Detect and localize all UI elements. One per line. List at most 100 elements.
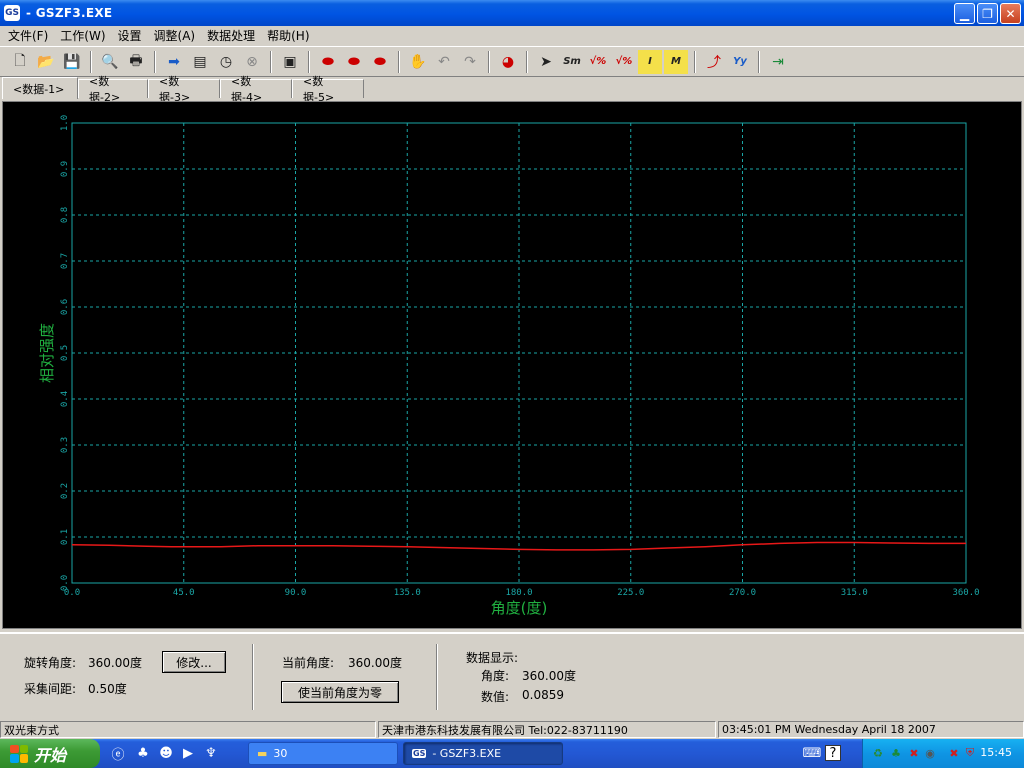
tab-data-1[interactable]: <数据-1>	[2, 77, 78, 99]
y-axis-title: 相对强度	[38, 323, 56, 383]
new-file-icon[interactable]: 🗋	[14, 52, 26, 69]
print-preview-icon[interactable]: 🔍	[101, 53, 119, 70]
title-bar[interactable]: GS - GSZF3.EXE ▁ ❐ ✕	[0, 0, 1024, 26]
current-angle-value: 360.00度	[348, 656, 402, 670]
x-axis-title: 角度(度)	[491, 599, 548, 617]
taskbar-app-button[interactable]: GS - GSZF3.EXE	[403, 742, 563, 765]
keyboard-icon[interactable]: ⌨	[802, 745, 822, 761]
pointer-icon[interactable]: ➤	[540, 53, 552, 70]
value-label: 数值:	[481, 690, 510, 704]
toolbar-separator	[488, 50, 490, 73]
tray-speaker-icon[interactable]: ◉	[925, 746, 935, 760]
y-tick-label: 0.1	[60, 529, 70, 545]
taskbar: 开始 ⓔ ♣ ☻ ▶ ♆ ▬ 30 GS - GSZF3.EXE ⌨ ? ♻ ♣…	[0, 739, 1024, 768]
yy-icon[interactable]: Yy	[733, 56, 747, 67]
rotate-right-icon[interactable]: ↷	[464, 53, 476, 70]
x-tick-label: 90.0	[285, 588, 307, 598]
menu-file[interactable]: 文件(F)	[8, 29, 49, 43]
start-button[interactable]: 开始	[0, 739, 100, 768]
x-tick-label: 270.0	[729, 588, 756, 598]
lamp-2-icon[interactable]: ⬬	[348, 53, 360, 70]
y-tick-label: 0.4	[60, 391, 70, 407]
x-tick-label: 180.0	[505, 588, 532, 598]
chart-panel[interactable]: 0.0 45.0 90.0 135.0 180.0 225.0 270.0 315.0 360.…	[2, 101, 1022, 629]
tab-data-2[interactable]: <数据-2>	[78, 75, 148, 104]
tray-shield-icon[interactable]: ⛨	[965, 746, 975, 759]
zero-angle-button[interactable]: 使当前角度为零	[281, 681, 399, 703]
open-folder-icon[interactable]: 📂	[37, 53, 55, 70]
clock-icon[interactable]: ◷	[219, 53, 233, 70]
tray-app-icon[interactable]: ♻	[873, 746, 883, 760]
system-tray: ♻ ♣ ✖ ◉ ✖ ⛨ 15:45	[862, 739, 1024, 768]
tab-data-4[interactable]: <数据-4>	[220, 75, 292, 104]
y-tick-label: 1.0	[60, 115, 70, 131]
close-button[interactable]: ✕	[1000, 3, 1021, 24]
sqrt-percent-icon[interactable]: √%	[589, 56, 607, 67]
help-icon[interactable]: ?	[825, 745, 841, 761]
app-shortcut-icon[interactable]: ♆	[205, 745, 217, 761]
menu-work[interactable]: 工作(W)	[60, 29, 106, 43]
toolbar-separator	[154, 50, 156, 73]
app-icon[interactable]: GS	[4, 5, 20, 21]
exit-door-icon[interactable]: ⇥	[772, 53, 784, 70]
arrow-right-icon[interactable]: ➡	[168, 53, 180, 70]
integral-icon[interactable]: I	[638, 49, 662, 74]
print-icon[interactable]: 🖶	[129, 52, 143, 69]
internet-explorer-icon[interactable]: ⓔ	[111, 747, 125, 763]
color-palette-icon[interactable]: ◕	[501, 53, 515, 70]
network-icon[interactable]: ♣	[137, 745, 149, 761]
windows-logo-icon	[10, 744, 28, 763]
rotation-angle-label: 旋转角度:	[24, 656, 77, 670]
toolbar-separator	[90, 50, 92, 73]
restore-button[interactable]: ❐	[977, 3, 998, 24]
curve-lc-icon[interactable]: ⤴	[707, 54, 721, 71]
status-mode: 双光束方式	[0, 721, 376, 738]
m-icon[interactable]: M	[664, 49, 688, 74]
folder-icon: ▬	[257, 747, 268, 760]
modify-button[interactable]: 修改...	[162, 651, 226, 673]
angle-label: 角度:	[481, 669, 510, 683]
toolbar: 🗋 📂 💾 🔍 🖶 ➡ ▤ ◷ ⊗ ▣ ⬬ ⬬ ⬬ ✋ ↶ ↷ ◕ ➤ Sm √…	[0, 46, 1024, 76]
menu-settings[interactable]: 设置	[117, 29, 142, 43]
document-icon[interactable]: ▤	[193, 53, 207, 70]
menu-help[interactable]: 帮助(H)	[267, 29, 310, 43]
start-label: 开始	[34, 745, 67, 765]
y-tick-label: 0.8	[60, 207, 70, 223]
toolbar-separator	[526, 50, 528, 73]
lamp-3-icon[interactable]: ⬬	[374, 53, 386, 70]
intensity-chart[interactable]: 0.0 45.0 90.0 135.0 180.0 225.0 270.0 315.0 360.…	[3, 102, 1021, 628]
panel-divider	[252, 644, 254, 710]
media-player-icon[interactable]: ▶	[183, 745, 193, 761]
sqrt-percent-alt-icon[interactable]: √%	[615, 56, 633, 67]
lamp-1-icon[interactable]: ⬬	[322, 53, 334, 70]
taskbar-folder-label: 30	[273, 747, 288, 760]
taskbar-clock: 15:45	[980, 746, 1012, 759]
current-angle-label: 当前角度:	[282, 656, 335, 670]
menu-data-processing[interactable]: 数据处理	[207, 29, 256, 43]
x-tick-label: 360.0	[952, 588, 979, 598]
y-tick-label: 0.2	[60, 483, 70, 499]
sampling-interval-label: 采集间距:	[24, 682, 77, 696]
minimize-button[interactable]: ▁	[954, 3, 975, 24]
tray-disconnected-icon[interactable]: ✖	[909, 746, 919, 760]
tray-network-icon[interactable]: ♣	[891, 746, 901, 760]
tray-security-icon[interactable]: ✖	[949, 746, 959, 760]
app-task-icon: GS	[412, 749, 427, 758]
tab-data-5[interactable]: <数据-5>	[292, 75, 364, 104]
menu-adjust[interactable]: 调整(A)	[153, 29, 196, 43]
y-tick-label: 0.5	[60, 345, 70, 361]
x-tick-label: 45.0	[173, 588, 195, 598]
sampling-interval-value: 0.50度	[88, 682, 127, 696]
x-tick-label: 225.0	[617, 588, 644, 598]
taskbar-folder-button[interactable]: ▬ 30	[248, 742, 398, 765]
game-icon[interactable]: ☻	[159, 745, 173, 761]
chart-view-icon[interactable]: ▣	[283, 53, 297, 70]
panel-divider	[436, 644, 438, 710]
hand-icon[interactable]: ✋	[409, 53, 427, 70]
stop-icon[interactable]: ⊗	[246, 53, 258, 70]
save-icon[interactable]: 💾	[63, 53, 81, 70]
rotate-left-icon[interactable]: ↶	[438, 53, 450, 70]
tab-data-3[interactable]: <数据-3>	[148, 75, 220, 104]
sm-icon[interactable]: Sm	[563, 56, 581, 67]
